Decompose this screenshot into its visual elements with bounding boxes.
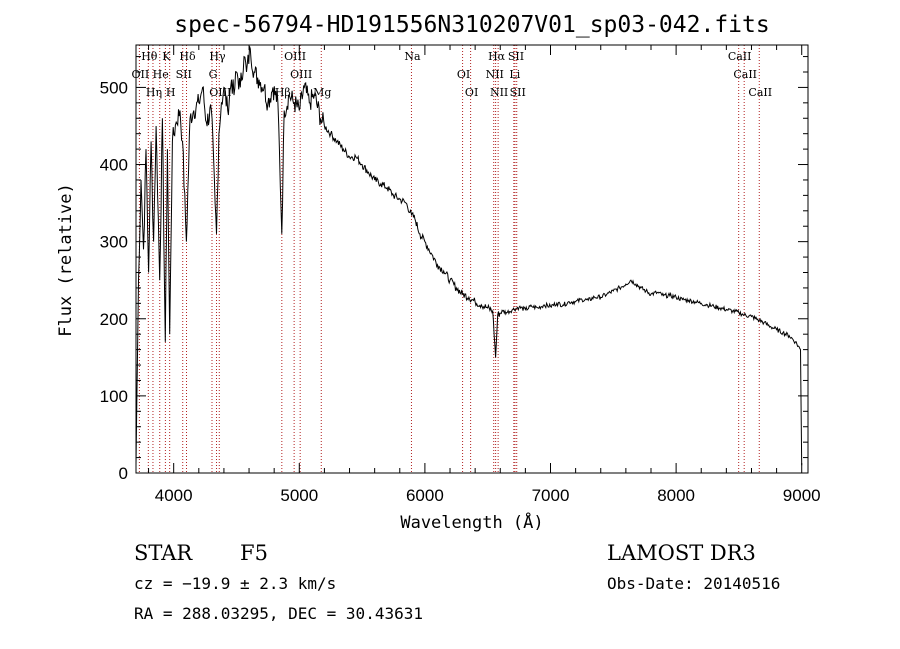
line-marker-label: Hδ bbox=[179, 50, 196, 63]
survey-name: LAMOST DR3 bbox=[607, 541, 756, 565]
y-tick-label: 0 bbox=[119, 464, 128, 483]
line-marker-label: Hγ bbox=[209, 50, 226, 63]
line-marker-label: OII bbox=[132, 68, 150, 81]
x-axis-label: Wavelength (Å) bbox=[400, 511, 543, 533]
y-axis-label: Flux (relative) bbox=[56, 183, 76, 337]
line-marker-label: CaII bbox=[733, 68, 757, 81]
x-axis-ticks: 4000 5000 6000 7000 8000 9000 bbox=[148, 45, 821, 505]
line-marker-label: OI bbox=[457, 68, 470, 81]
line-marker-label: G bbox=[209, 68, 218, 81]
line-marker-label: He bbox=[153, 68, 169, 81]
x-tick-label: 8000 bbox=[657, 486, 695, 505]
line-marker-label: SII bbox=[176, 68, 192, 81]
line-marker-label: Hη bbox=[146, 86, 162, 99]
y-tick-label: 300 bbox=[100, 233, 128, 252]
y-tick-label: 400 bbox=[100, 156, 128, 175]
line-marker-label: Hβ bbox=[275, 86, 291, 99]
line-marker-label: Hθ bbox=[141, 50, 158, 63]
y-tick-label: 100 bbox=[100, 387, 128, 406]
line-marker-label: OIII bbox=[209, 86, 231, 99]
x-tick-label: 4000 bbox=[155, 486, 193, 505]
x-tick-label: 9000 bbox=[783, 486, 821, 505]
spectral-subclass: F5 bbox=[240, 541, 268, 565]
spectrum-line bbox=[135, 46, 803, 466]
y-tick-label: 200 bbox=[100, 310, 128, 329]
y-axis-ticks: 0 100 200 300 400 500 bbox=[100, 56, 808, 483]
redshift-cz: cz = −19.9 ± 2.3 km/s bbox=[134, 574, 336, 593]
line-marker-label: NII bbox=[490, 86, 508, 99]
line-marker-label: CaII bbox=[748, 86, 772, 99]
line-marker-label: Li bbox=[509, 68, 520, 81]
emission-line-markers bbox=[138, 45, 760, 473]
chart-title: spec-56794-HD191556N310207V01_sp03-042.f… bbox=[174, 12, 769, 38]
line-marker-label: K bbox=[162, 50, 171, 63]
ra-dec-coords: RA = 288.03295, DEC = 30.43631 bbox=[134, 604, 423, 623]
x-tick-label: 5000 bbox=[280, 486, 318, 505]
line-marker-label: CaII bbox=[728, 50, 752, 63]
line-marker-label: H bbox=[166, 86, 176, 99]
emission-line-labels: HθOIIHηKHeHHδSIIOIIIHγGHβOIIIOIIIMgNaOIO… bbox=[132, 50, 773, 99]
y-tick-label: 500 bbox=[100, 78, 128, 97]
line-marker-label: SII bbox=[510, 86, 526, 99]
plot-frame bbox=[135, 44, 809, 474]
x-tick-label: 6000 bbox=[406, 486, 444, 505]
line-marker-label: Na bbox=[404, 50, 421, 63]
line-marker-label: NII bbox=[486, 68, 504, 81]
line-marker-label: OI bbox=[465, 86, 478, 99]
line-marker-label: SII bbox=[508, 50, 524, 63]
object-type: STAR bbox=[134, 541, 193, 565]
observation-date: Obs-Date: 20140516 bbox=[607, 574, 780, 593]
x-tick-label: 7000 bbox=[532, 486, 570, 505]
line-marker-label: OIII bbox=[290, 68, 312, 81]
line-marker-label: Hα bbox=[488, 50, 506, 63]
line-marker-label: Mg bbox=[313, 86, 331, 99]
line-marker-label: OIII bbox=[284, 50, 306, 63]
